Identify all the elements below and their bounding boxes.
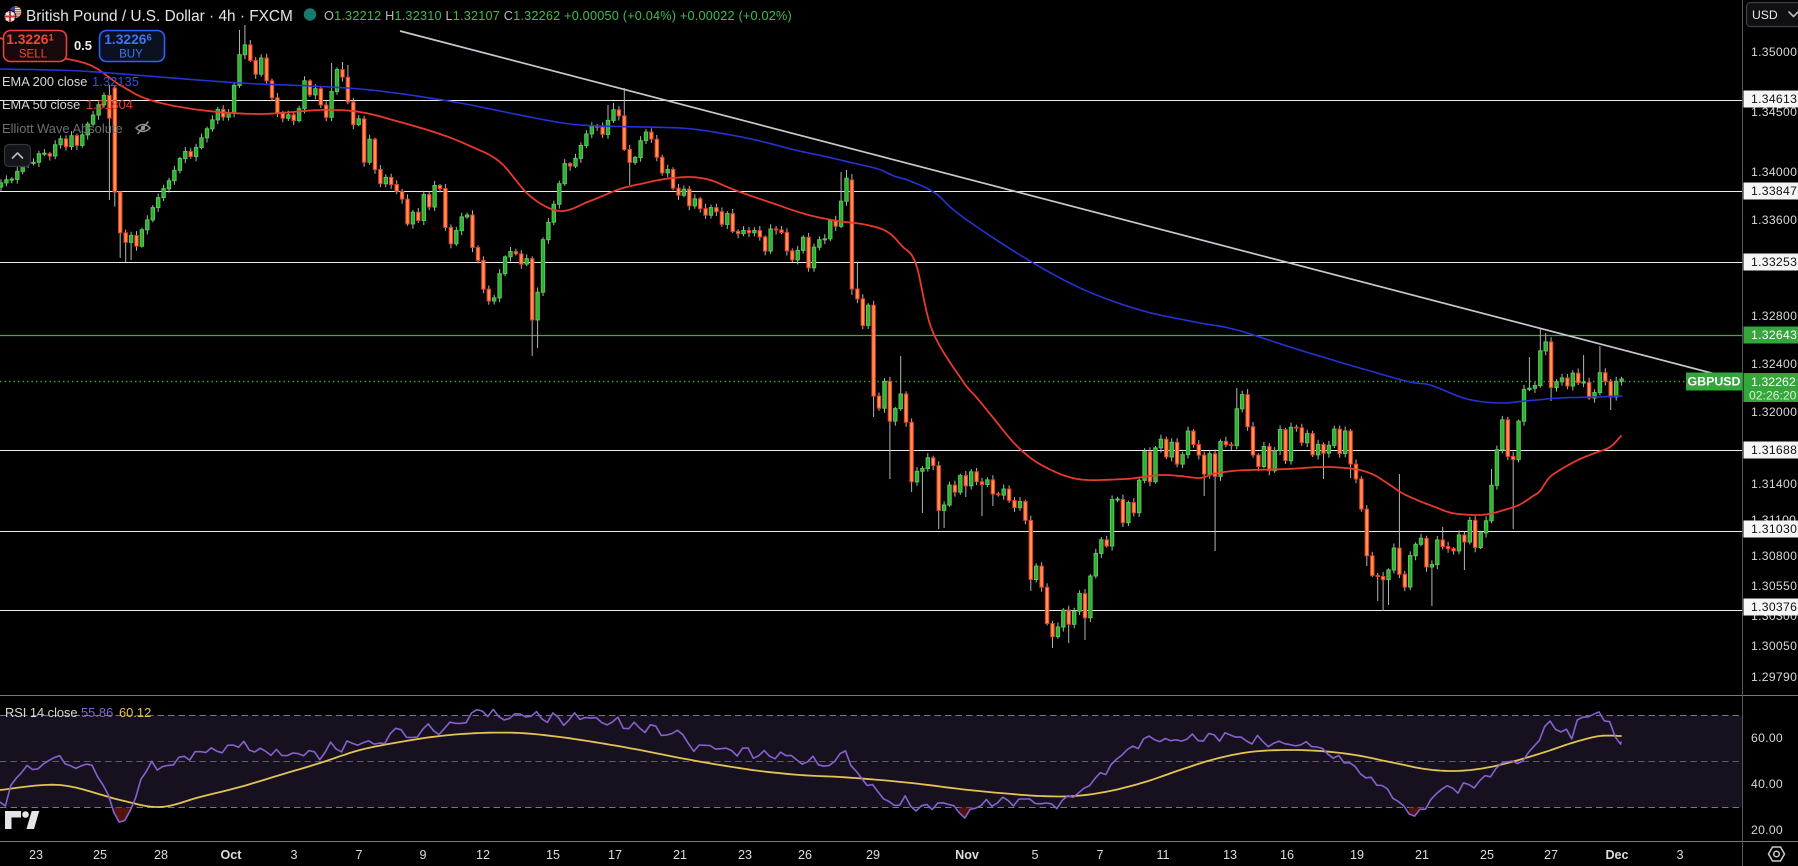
svg-text:11: 11 <box>1156 848 1169 862</box>
svg-text:02:26:20: 02:26:20 <box>1749 389 1797 403</box>
svg-text:1.32643: 1.32643 <box>1751 328 1797 342</box>
svg-text:1.31804: 1.31804 <box>86 97 133 112</box>
svg-text:23: 23 <box>738 848 752 862</box>
svg-text:28: 28 <box>154 848 168 862</box>
svg-text:23: 23 <box>29 848 43 862</box>
svg-text:1.31400: 1.31400 <box>1751 477 1797 491</box>
svg-text:21: 21 <box>1415 848 1429 862</box>
svg-text:1.30550: 1.30550 <box>1751 579 1797 593</box>
svg-text:1.33847: 1.33847 <box>1751 184 1797 198</box>
svg-text:20.00: 20.00 <box>1751 823 1783 837</box>
svg-text:3: 3 <box>1676 848 1683 862</box>
svg-text:21: 21 <box>673 848 687 862</box>
svg-text:USD: USD <box>1752 8 1778 22</box>
svg-text:1.32262: 1.32262 <box>1751 375 1796 389</box>
svg-text:1.32135: 1.32135 <box>92 74 139 89</box>
svg-text:GBPUSD: GBPUSD <box>1687 375 1740 389</box>
svg-text:1.30376: 1.30376 <box>1751 600 1797 614</box>
svg-text:5: 5 <box>1031 848 1038 862</box>
svg-text:25: 25 <box>93 848 107 862</box>
svg-text:1.32400: 1.32400 <box>1751 357 1797 371</box>
svg-text:1.32261: 1.32261 <box>6 32 54 47</box>
svg-text:1.34613: 1.34613 <box>1751 92 1797 106</box>
svg-text:12: 12 <box>476 848 490 862</box>
svg-text:26: 26 <box>798 848 812 862</box>
svg-text:16: 16 <box>1280 848 1294 862</box>
svg-text:1.31688: 1.31688 <box>1751 443 1797 457</box>
svg-text:0.5: 0.5 <box>74 38 92 53</box>
svg-text:60.12: 60.12 <box>119 705 151 720</box>
svg-text:1.31030: 1.31030 <box>1751 522 1797 536</box>
svg-text:Nov: Nov <box>955 848 979 862</box>
svg-text:EMA 200 close: EMA 200 close <box>2 74 87 89</box>
svg-text:13: 13 <box>1223 848 1237 862</box>
svg-text:7: 7 <box>355 848 362 862</box>
svg-text:BUY: BUY <box>119 48 143 61</box>
svg-text:15: 15 <box>546 848 560 862</box>
svg-text:9: 9 <box>419 848 426 862</box>
svg-text:1.32266: 1.32266 <box>104 32 152 47</box>
svg-text:7: 7 <box>1096 848 1103 862</box>
svg-text:55.86: 55.86 <box>81 705 113 720</box>
svg-text:1.33600: 1.33600 <box>1751 213 1797 227</box>
svg-text:1.32000: 1.32000 <box>1751 405 1797 419</box>
svg-text:3: 3 <box>290 848 297 862</box>
svg-text:British Pound / U.S. Dollar ·: British Pound / U.S. Dollar · 4h · FXCM <box>26 8 293 25</box>
svg-text:RSI 14 close: RSI 14 close <box>5 705 78 720</box>
svg-text:1.30050: 1.30050 <box>1751 639 1797 653</box>
svg-text:Elliott Wave Absolute: Elliott Wave Absolute <box>2 121 123 136</box>
svg-text:29: 29 <box>866 848 880 862</box>
svg-text:40.00: 40.00 <box>1751 777 1783 791</box>
svg-text:Dec: Dec <box>1605 848 1628 862</box>
svg-text:1.29790: 1.29790 <box>1751 670 1797 684</box>
svg-text:Oct: Oct <box>221 848 243 862</box>
svg-text:EMA 50 close: EMA 50 close <box>2 97 80 112</box>
svg-text:17: 17 <box>608 848 622 862</box>
svg-text:1.34500: 1.34500 <box>1751 105 1797 119</box>
svg-text:19: 19 <box>1350 848 1364 862</box>
svg-text:1.33253: 1.33253 <box>1751 255 1797 269</box>
svg-text:1.34000: 1.34000 <box>1751 165 1797 179</box>
svg-text:O1.32212 H1.32310 L1.32107 C1.: O1.32212 H1.32310 L1.32107 C1.32262 +0.0… <box>324 9 792 23</box>
svg-text:25: 25 <box>1480 848 1494 862</box>
svg-text:1.30800: 1.30800 <box>1751 549 1797 563</box>
svg-text:1.32800: 1.32800 <box>1751 309 1797 323</box>
svg-text:27: 27 <box>1544 848 1558 862</box>
svg-text:SELL: SELL <box>19 48 48 61</box>
svg-text:60.00: 60.00 <box>1751 731 1783 745</box>
svg-text:1.35000: 1.35000 <box>1751 45 1797 59</box>
